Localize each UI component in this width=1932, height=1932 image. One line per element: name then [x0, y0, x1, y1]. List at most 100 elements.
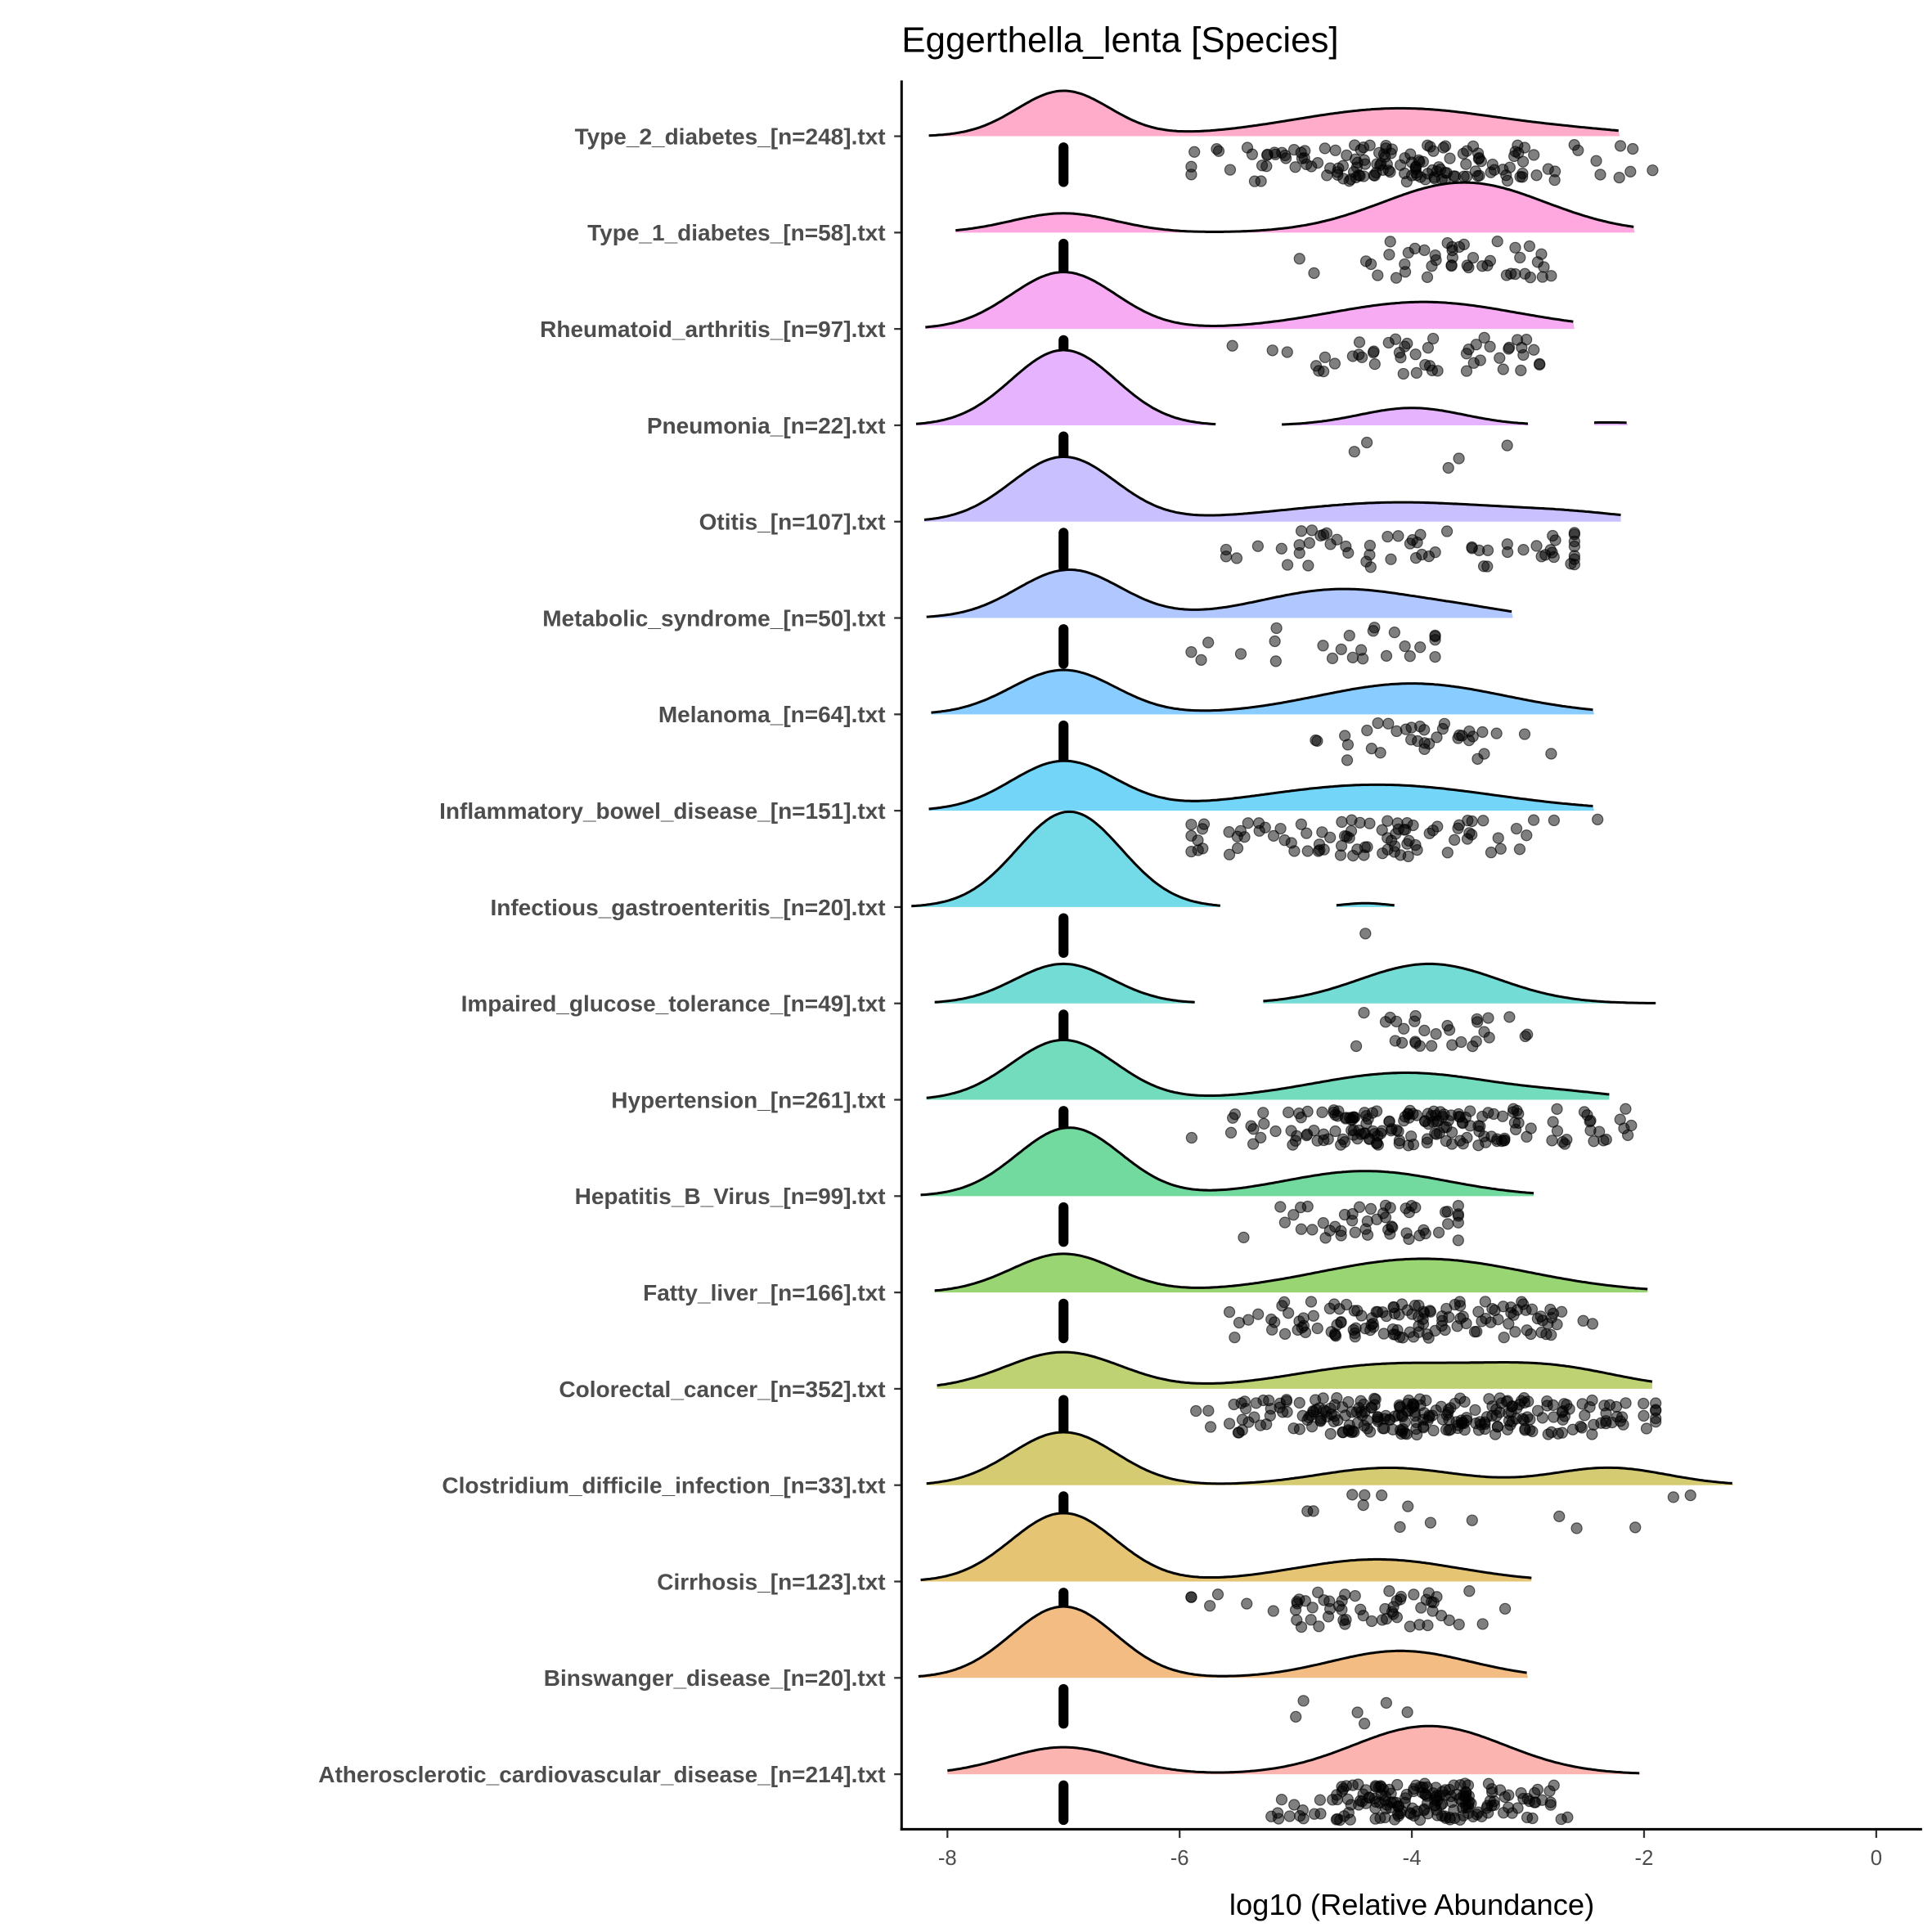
data-point: [1313, 1620, 1325, 1633]
data-point: [1393, 346, 1406, 359]
data-point: [1384, 166, 1396, 178]
data-point: [1540, 1328, 1552, 1341]
data-point: [1346, 1208, 1359, 1220]
data-point: [1359, 1489, 1371, 1501]
data-point: [1413, 1393, 1427, 1405]
data-point: [1423, 1409, 1436, 1422]
data-point: [1247, 1138, 1260, 1150]
data-point: [1349, 1226, 1361, 1238]
density-area: [926, 1040, 1610, 1100]
data-point: [1476, 1618, 1489, 1630]
data-point: [1355, 351, 1368, 363]
data-point: [1316, 826, 1328, 838]
data-point: [1368, 345, 1380, 357]
data-point: [1440, 1134, 1452, 1148]
data-point: [1258, 1117, 1270, 1130]
data-point: [1418, 1024, 1431, 1037]
data-point: [1324, 831, 1337, 843]
data-point: [1474, 354, 1486, 366]
data-point: [1498, 1331, 1510, 1344]
data-point: [1195, 654, 1207, 666]
data-point: [1484, 340, 1496, 353]
data-point: [1519, 1424, 1531, 1436]
data-point: [1280, 1394, 1292, 1406]
data-point: [1452, 1216, 1464, 1229]
data-point: [1530, 540, 1543, 552]
data-point: [1491, 235, 1503, 248]
data-point: [1295, 525, 1308, 537]
data-point: [1318, 1404, 1330, 1416]
data-point: [1485, 847, 1498, 859]
data-point: [1517, 543, 1530, 556]
data-point: [1290, 1710, 1302, 1723]
data-point: [1427, 1605, 1439, 1617]
data-point: [1482, 1012, 1494, 1024]
ridge-row: [926, 1038, 1638, 1152]
data-point: [1460, 365, 1473, 377]
data-point: [1241, 1597, 1253, 1610]
data-point: [1481, 560, 1494, 573]
data-point: [1417, 155, 1429, 168]
data-point: [1393, 1137, 1405, 1149]
data-point: [1220, 543, 1233, 556]
data-point: [1399, 266, 1412, 278]
data-point: [1461, 1131, 1473, 1143]
data-point: [1431, 365, 1444, 377]
data-point: [1384, 1202, 1396, 1214]
data-point: [1518, 1392, 1530, 1404]
data-point: [1624, 165, 1637, 177]
data-point: [1442, 1218, 1454, 1230]
data-point: [1335, 1229, 1347, 1242]
data-point: [1242, 817, 1254, 829]
data-point: [1620, 1103, 1632, 1115]
y-tick-label: Melanoma_[n=64].txt: [658, 702, 886, 727]
data-point: [1357, 1498, 1369, 1512]
data-point: [1470, 339, 1482, 351]
data-point: [1408, 1783, 1420, 1795]
data-point: [1592, 813, 1604, 825]
data-point: [1490, 727, 1503, 739]
data-point: [1293, 253, 1305, 265]
data-point: [1402, 1405, 1414, 1418]
data-point: [1335, 840, 1348, 852]
ridge-row: [934, 962, 1656, 1054]
data-point: [1204, 1600, 1216, 1612]
data-point: [1460, 348, 1473, 360]
data-point: [1395, 849, 1407, 861]
data-point: [1196, 823, 1209, 835]
data-point: [1452, 1200, 1464, 1212]
data-point: [1606, 1416, 1619, 1429]
data-point: [1684, 1489, 1696, 1502]
data-point: [1275, 1794, 1288, 1806]
data-point: [1584, 1124, 1597, 1137]
data-point: [1494, 352, 1506, 364]
data-point: [1423, 738, 1436, 750]
data-point: [1386, 1220, 1398, 1233]
data-point: [1185, 845, 1197, 858]
data-point: [1491, 1133, 1503, 1145]
data-point: [1458, 238, 1470, 251]
data-point: [1364, 1324, 1377, 1337]
data-point: [1471, 1808, 1483, 1821]
data-point: [1622, 1129, 1634, 1141]
data-point: [1346, 1489, 1359, 1501]
data-point: [1311, 1322, 1323, 1335]
data-point: [1321, 169, 1333, 182]
data-point: [1376, 824, 1388, 836]
data-point: [1301, 845, 1314, 857]
data-point: [1566, 1423, 1579, 1436]
data-point: [1314, 1808, 1327, 1820]
data-point: [1302, 559, 1314, 572]
data-point: [1185, 818, 1197, 831]
data-point: [1269, 635, 1281, 648]
density-area: [1263, 964, 1656, 1004]
data-point: [1261, 148, 1274, 160]
data-point: [1303, 537, 1315, 549]
data-point: [1503, 1789, 1515, 1801]
data-point: [1385, 553, 1397, 565]
data-point: [1410, 167, 1422, 179]
data-point: [1477, 815, 1489, 827]
data-point: [1553, 1510, 1566, 1522]
data-point: [1412, 1310, 1425, 1323]
ridges: [911, 89, 1734, 1826]
